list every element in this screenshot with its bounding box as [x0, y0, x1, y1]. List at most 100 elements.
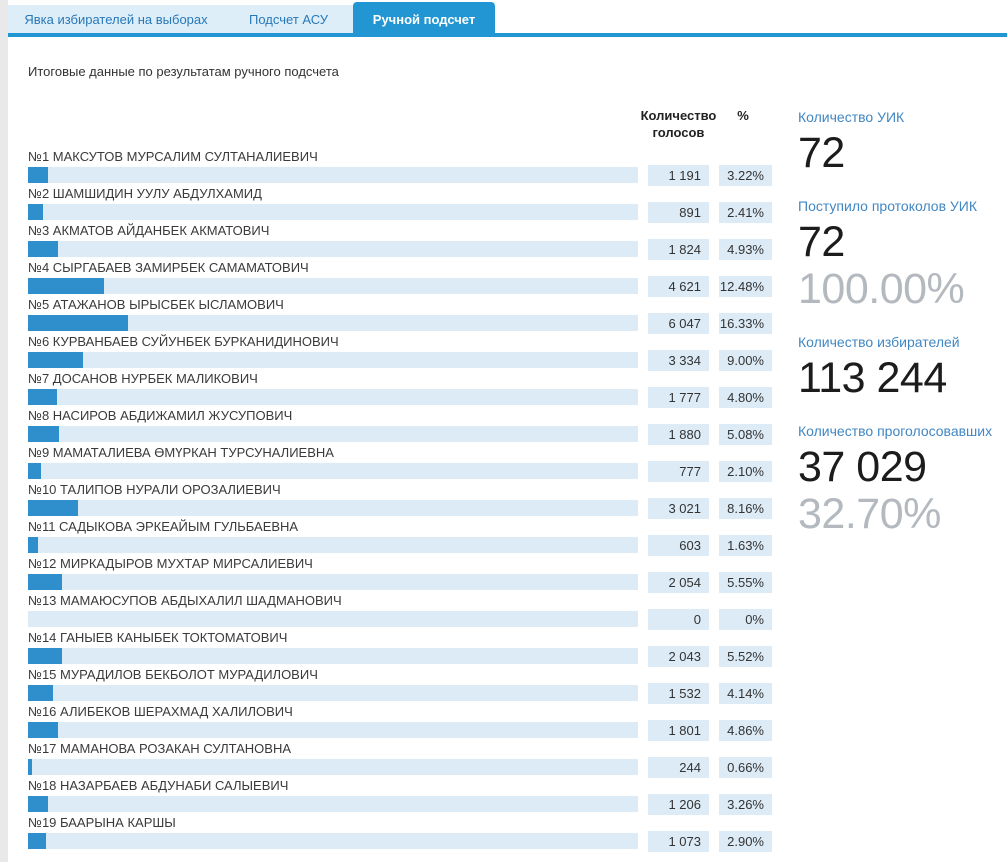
candidate-name: №11 САДЫКОВА ЭРКЕАЙЫМ ГУЛЬБАЕВНА: [28, 519, 299, 534]
candidate-name: №10 ТАЛИПОВ НУРАЛИ ОРОЗАЛИЕВИЧ: [28, 482, 281, 497]
vote-bar-track: [28, 278, 638, 294]
votes-cell: 1 880: [648, 423, 709, 445]
candidate-bar-row: 1 532 4.14%: [28, 682, 772, 704]
vote-bar-track: [28, 352, 638, 368]
percent-cell: 16.33%: [719, 312, 772, 334]
candidate-row: №8 НАСИРОВ АБДИЖАМИЛ ЖУСУПОВИЧ 1 880 5.08%: [28, 407, 772, 445]
candidate-row: №6 КУРВАНБАЕВ СУЙУНБЕК БУРКАНИДИНОВИЧ 3 3…: [28, 333, 772, 371]
candidate-row: №10 ТАЛИПОВ НУРАЛИ ОРОЗАЛИЕВИЧ 3 021 8.16%: [28, 481, 772, 519]
percent-cell: 4.86%: [719, 719, 772, 741]
candidate-name: №3 АКМАТОВ АЙДАНБЕК АКМАТОВИЧ: [28, 223, 270, 238]
results-table-header: Количество голосов %: [28, 107, 788, 147]
percent-cell: 2.90%: [719, 830, 772, 852]
candidate-name: №12 МИРКАДЫРОВ МУХТАР МИРСАЛИЕВИЧ: [28, 556, 313, 571]
percent-cell: 3.22%: [719, 164, 772, 186]
candidate-bar-row: 777 2.10%: [28, 460, 772, 482]
candidate-bar-row: 1 880 5.08%: [28, 423, 772, 445]
page-title: Итоговые данные по результатам ручного п…: [28, 64, 339, 79]
vote-bar-fill: [28, 833, 46, 849]
candidate-name: №6 КУРВАНБАЕВ СУЙУНБЕК БУРКАНИДИНОВИЧ: [28, 334, 339, 349]
percent-cell: 5.55%: [719, 571, 772, 593]
tab-2-active[interactable]: Ручной подсчет: [353, 2, 495, 37]
percent-cell: 4.93%: [719, 238, 772, 260]
vote-bar-fill: [28, 352, 83, 368]
percent-cell: 0%: [719, 608, 772, 630]
percent-cell: 8.16%: [719, 497, 772, 519]
candidate-row: №11 САДЫКОВА ЭРКЕАЙЫМ ГУЛЬБАЕВНА 603 1.63%: [28, 518, 772, 556]
vote-bar-track: [28, 389, 638, 405]
vote-bar-fill: [28, 463, 41, 479]
tab-0[interactable]: Явка избирателей на выборах: [8, 5, 224, 33]
candidate-bar-row: 3 021 8.16%: [28, 497, 772, 519]
candidate-bar-row: 3 334 9.00%: [28, 349, 772, 371]
vote-bar-fill: [28, 241, 59, 257]
vote-bar-fill: [28, 278, 105, 294]
tab-bar-tabs: Явка избирателей на выборах Подсчет АСУ Ру…: [8, 0, 1007, 37]
candidate-bar-row: 0 0%: [28, 608, 772, 630]
vote-bar-fill: [28, 537, 38, 553]
candidate-row: №5 АТАЖАНОВ ЫРЫСБЕК ЫСЛАМОВИЧ 6 047 16.33%: [28, 296, 772, 334]
candidate-row: №4 СЫРГАБАЕВ ЗАМИРБЕК САМАМАТОВИЧ 4 621 12…: [28, 259, 772, 297]
candidate-name: №16 АЛИБЕКОВ ШЕРАХМАД ХАЛИЛОВИЧ: [28, 704, 293, 719]
vote-bar-track: [28, 426, 638, 442]
vote-bar-fill: [28, 426, 59, 442]
candidate-row: №17 МАМАНОВА РОЗАКАН СУЛТАНОВНА 244 0.66%: [28, 740, 772, 778]
stat-sub-percent: 100.00%: [798, 265, 965, 313]
stat-label: Количество УИК: [798, 109, 905, 125]
candidate-name: №1 МАКСУТОВ МУРСАЛИМ СУЛТАНАЛИЕВИЧ: [28, 149, 318, 164]
stat-value: 113 244: [798, 354, 947, 402]
candidate-bar-row: 6 047 16.33%: [28, 312, 772, 334]
percent-cell: 9.00%: [719, 349, 772, 371]
candidate-name: №15 МУРАДИЛОВ БЕКБОЛОТ МУРАДИЛОВИЧ: [28, 667, 318, 682]
vote-bar-track: [28, 685, 638, 701]
votes-cell: 3 334: [648, 349, 709, 371]
candidate-row: №19 БААРЫНА КАРШЫ 1 073 2.90%: [28, 814, 772, 852]
vote-bar-track: [28, 611, 638, 627]
candidate-name: №7 ДОСАНОВ НУРБЕК МАЛИКОВИЧ: [28, 371, 258, 386]
candidate-row: №2 ШАМШИДИН УУЛУ АБДУЛХАМИД 891 2.41%: [28, 185, 772, 223]
percent-cell: 5.08%: [719, 423, 772, 445]
percent-cell: 12.48%: [719, 275, 772, 297]
candidate-row: №3 АКМАТОВ АЙДАНБЕК АКМАТОВИЧ 1 824 4.93%: [28, 222, 772, 260]
vote-bar-track: [28, 167, 638, 183]
votes-cell: 1 532: [648, 682, 709, 704]
vote-bar-track: [28, 648, 638, 664]
vote-bar-fill: [28, 648, 62, 664]
candidate-bar-row: 1 777 4.80%: [28, 386, 772, 408]
candidate-bar-row: 2 054 5.55%: [28, 571, 772, 593]
stat-value: 72: [798, 218, 845, 266]
votes-cell: 777: [648, 460, 709, 482]
candidate-name: №2 ШАМШИДИН УУЛУ АБДУЛХАМИД: [28, 186, 262, 201]
candidate-name: №9 МАМАТАЛИЕВА ӨМҮРКАН ТУРСУНАЛИЕВНА: [28, 445, 334, 460]
results-list: №1 МАКСУТОВ МУРСАЛИМ СУЛТАНАЛИЕВИЧ 1 191 3…: [28, 148, 772, 852]
candidate-bar-row: 1 801 4.86%: [28, 719, 772, 741]
votes-cell: 1 206: [648, 793, 709, 815]
candidate-row: №12 МИРКАДЫРОВ МУХТАР МИРСАЛИЕВИЧ 2 054 5.…: [28, 555, 772, 593]
candidate-bar-row: 1 206 3.26%: [28, 793, 772, 815]
vote-bar-fill: [28, 389, 58, 405]
vote-bar-track: [28, 241, 638, 257]
votes-column-header: Количество голосов: [618, 107, 739, 141]
votes-cell: 2 054: [648, 571, 709, 593]
vote-bar-fill: [28, 722, 58, 738]
percent-cell: 2.10%: [719, 460, 772, 482]
votes-cell: 4 621: [648, 275, 709, 297]
percent-cell: 2.41%: [719, 201, 772, 223]
vote-bar-fill: [28, 759, 33, 775]
candidate-bar-row: 1 191 3.22%: [28, 164, 772, 186]
votes-column-header-line1: Количество: [640, 108, 717, 123]
stat-label: Количество избирателей: [798, 334, 960, 350]
votes-cell: 3 021: [648, 497, 709, 519]
candidate-name: №18 НАЗАРБАЕВ АБДУНАБИ САЛЫЕВИЧ: [28, 778, 289, 793]
candidate-bar-row: 244 0.66%: [28, 756, 772, 778]
tab-1[interactable]: Подсчет АСУ: [224, 5, 353, 33]
vote-bar-fill: [28, 574, 62, 590]
votes-cell: 1 801: [648, 719, 709, 741]
candidate-row: №16 АЛИБЕКОВ ШЕРАХМАД ХАЛИЛОВИЧ 1 801 4.86…: [28, 703, 772, 741]
candidate-name: №14 ГАНЫЕВ КАНЫБЕК ТОКТОМАТОВИЧ: [28, 630, 288, 645]
candidate-bar-row: 4 621 12.48%: [28, 275, 772, 297]
stat-block: Количество проголосовавших 37 029 32.70%: [798, 423, 1007, 538]
vote-bar-track: [28, 463, 638, 479]
percent-cell: 3.26%: [719, 793, 772, 815]
candidate-bar-row: 1 824 4.93%: [28, 238, 772, 260]
